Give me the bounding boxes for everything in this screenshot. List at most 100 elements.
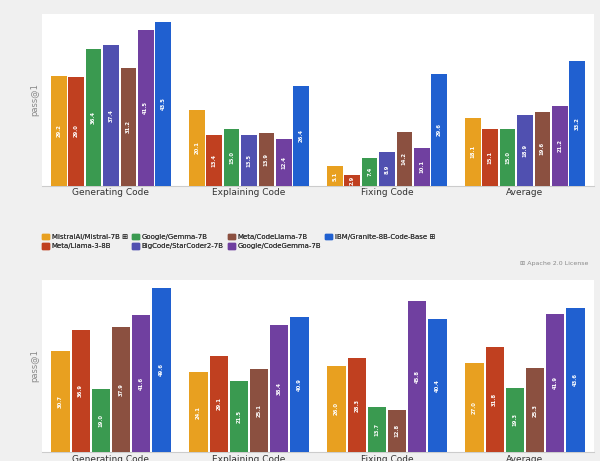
Text: 27.0: 27.0 — [472, 401, 477, 414]
Bar — [92, 389, 110, 452]
Text: 19.6: 19.6 — [540, 142, 545, 155]
Bar — [276, 139, 292, 186]
Text: 43.5: 43.5 — [161, 97, 166, 110]
Bar — [152, 288, 171, 452]
Text: 12.4: 12.4 — [281, 156, 286, 169]
Bar — [517, 114, 533, 186]
Text: 13.4: 13.4 — [212, 154, 217, 167]
Text: ⊞ Apache 2.0 License: ⊞ Apache 2.0 License — [520, 261, 589, 266]
Bar — [327, 366, 346, 452]
Bar — [250, 369, 268, 452]
Text: 14.2: 14.2 — [402, 153, 407, 165]
Text: 13.5: 13.5 — [247, 154, 251, 167]
Text: 49.6: 49.6 — [159, 363, 164, 377]
Text: 31.8: 31.8 — [492, 393, 497, 406]
Bar — [189, 372, 208, 452]
Bar — [431, 74, 447, 186]
Bar — [86, 49, 101, 186]
Text: 20.1: 20.1 — [194, 141, 199, 154]
Text: 43.6: 43.6 — [573, 373, 578, 386]
Bar — [132, 314, 151, 452]
Text: 37.4: 37.4 — [109, 109, 113, 122]
Text: 18.1: 18.1 — [470, 145, 475, 158]
Text: 37.9: 37.9 — [119, 383, 124, 396]
Text: 12.8: 12.8 — [395, 424, 400, 437]
Text: 5.1: 5.1 — [332, 171, 337, 181]
Bar — [566, 308, 585, 452]
Legend: MistralAI/Mistral-7B ⊞, Meta/Llama-3-8B, Google/Gemma-7B, BigCode/StarCoder2-7B,: MistralAI/Mistral-7B ⊞, Meta/Llama-3-8B,… — [42, 234, 435, 249]
Bar — [224, 129, 239, 186]
Bar — [51, 350, 70, 452]
Text: 13.9: 13.9 — [264, 153, 269, 166]
Bar — [347, 359, 366, 452]
Text: 29.1: 29.1 — [216, 397, 221, 410]
Bar — [428, 319, 447, 452]
Text: 40.9: 40.9 — [297, 378, 302, 391]
Text: 15.1: 15.1 — [488, 151, 493, 164]
Bar — [189, 110, 205, 186]
Bar — [506, 388, 524, 452]
Bar — [344, 175, 360, 186]
Bar — [112, 327, 130, 452]
Bar — [290, 317, 309, 452]
Text: 29.0: 29.0 — [74, 124, 79, 137]
Text: 29.2: 29.2 — [56, 124, 61, 137]
Bar — [569, 61, 585, 186]
Text: 25.3: 25.3 — [533, 404, 538, 416]
Text: 36.4: 36.4 — [91, 111, 96, 124]
Bar — [206, 135, 222, 186]
Bar — [482, 129, 498, 186]
Text: 13.7: 13.7 — [374, 423, 379, 436]
Y-axis label: pass@1: pass@1 — [30, 83, 39, 116]
Bar — [327, 166, 343, 186]
Bar — [368, 407, 386, 452]
Bar — [209, 356, 228, 452]
Text: 19.3: 19.3 — [512, 414, 517, 426]
Text: 26.0: 26.0 — [334, 402, 339, 415]
Bar — [121, 68, 136, 186]
Text: 10.1: 10.1 — [419, 160, 424, 173]
Text: 45.8: 45.8 — [415, 370, 420, 383]
Text: 38.4: 38.4 — [277, 382, 282, 395]
Y-axis label: pass@1: pass@1 — [30, 349, 39, 382]
Bar — [408, 301, 427, 452]
Text: 21.2: 21.2 — [557, 139, 562, 152]
Bar — [535, 112, 550, 186]
Text: 40.4: 40.4 — [435, 379, 440, 391]
Text: 24.1: 24.1 — [196, 406, 201, 419]
Bar — [465, 118, 481, 186]
Bar — [388, 409, 406, 452]
Bar — [68, 77, 84, 186]
Text: 41.5: 41.5 — [143, 101, 148, 114]
Bar — [379, 152, 395, 186]
Bar — [485, 347, 504, 452]
Bar — [362, 158, 377, 186]
Bar — [270, 325, 289, 452]
Text: 15.0: 15.0 — [229, 151, 234, 164]
Text: 26.4: 26.4 — [299, 130, 304, 142]
Text: 30.7: 30.7 — [58, 395, 63, 408]
Text: 41.6: 41.6 — [139, 377, 144, 390]
Bar — [103, 45, 119, 186]
Bar — [414, 148, 430, 186]
Bar — [138, 30, 154, 186]
Bar — [51, 76, 67, 186]
Bar — [546, 313, 565, 452]
Bar — [71, 330, 90, 452]
Bar — [500, 129, 515, 186]
Text: 33.2: 33.2 — [575, 117, 580, 130]
Bar — [465, 363, 484, 452]
Text: 29.6: 29.6 — [437, 124, 442, 136]
Text: 28.3: 28.3 — [354, 399, 359, 412]
Text: 8.9: 8.9 — [385, 164, 389, 173]
Bar — [241, 135, 257, 186]
Text: 31.2: 31.2 — [126, 120, 131, 133]
Text: 25.1: 25.1 — [257, 404, 262, 417]
Text: 2.9: 2.9 — [350, 176, 355, 185]
Bar — [552, 106, 568, 186]
Bar — [155, 22, 171, 186]
Text: 41.9: 41.9 — [553, 376, 558, 389]
Text: 15.0: 15.0 — [505, 151, 510, 164]
Text: 19.0: 19.0 — [98, 414, 103, 427]
Text: 21.5: 21.5 — [236, 410, 241, 423]
